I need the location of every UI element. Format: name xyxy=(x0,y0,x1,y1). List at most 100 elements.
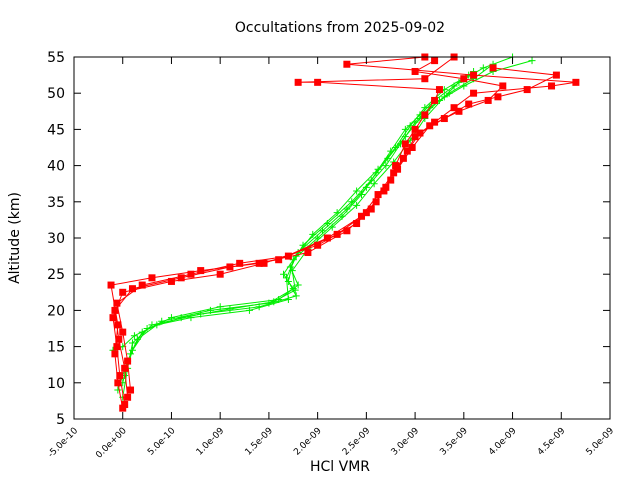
data-point xyxy=(367,205,375,213)
series-line xyxy=(110,56,455,409)
data-point xyxy=(111,350,119,358)
data-point xyxy=(416,129,424,137)
data-point xyxy=(138,281,146,289)
x-tick-label: 1.5e-09 xyxy=(244,426,276,458)
data-point xyxy=(353,220,361,228)
data-point xyxy=(143,325,151,332)
data-point xyxy=(113,299,121,307)
chart-title: Occultations from 2025-09-02 xyxy=(235,20,445,36)
data-point xyxy=(362,209,370,217)
series-line xyxy=(117,63,494,391)
data-point xyxy=(333,209,341,217)
x-tick-label: 0.0e+00 xyxy=(94,426,129,461)
y-axis: 5 10 15 20 25 30 35 40 45 50 55 xyxy=(47,50,610,428)
data-point xyxy=(128,346,136,354)
data-point xyxy=(114,386,122,394)
y-tick-label: 15 xyxy=(47,340,65,356)
data-point xyxy=(479,64,487,72)
data-point xyxy=(394,165,402,173)
data-point xyxy=(353,187,361,195)
data-point xyxy=(523,86,531,94)
x-tick-label: 5.0e-10 xyxy=(146,426,178,458)
y-tick-label: 30 xyxy=(47,231,65,247)
data-point xyxy=(282,274,290,282)
data-point xyxy=(399,154,407,162)
data-point xyxy=(392,144,400,151)
data-point xyxy=(348,198,356,206)
data-point xyxy=(470,89,478,97)
data-point xyxy=(114,379,122,387)
data-point xyxy=(284,252,292,260)
y-tick-label: 25 xyxy=(47,267,65,283)
x-tick-label: 2.5e-09 xyxy=(341,426,373,458)
data-point xyxy=(314,78,322,86)
data-point xyxy=(323,234,331,242)
data-point xyxy=(294,78,302,86)
data-point xyxy=(421,111,429,119)
data-point xyxy=(382,162,390,170)
data-point xyxy=(113,343,121,351)
data-point xyxy=(119,404,127,412)
data-point xyxy=(292,292,300,300)
data-point xyxy=(343,60,351,68)
data-point xyxy=(124,393,132,401)
data-point xyxy=(177,314,185,322)
x-tick-label: 3.0e-09 xyxy=(390,426,422,458)
data-point xyxy=(255,259,263,267)
data-point xyxy=(435,86,443,94)
data-point xyxy=(275,256,283,264)
data-point xyxy=(572,78,580,86)
y-tick-label: 5 xyxy=(56,412,65,428)
data-point xyxy=(128,339,136,347)
data-point xyxy=(494,93,502,101)
data-point xyxy=(552,71,560,79)
data-point xyxy=(460,82,468,90)
data-point xyxy=(528,57,536,65)
data-point xyxy=(270,298,278,306)
data-point xyxy=(450,104,458,112)
y-tick-label: 10 xyxy=(47,376,65,392)
data-point xyxy=(127,386,135,394)
data-point xyxy=(291,286,299,294)
data-point xyxy=(115,335,123,343)
y-tick-label: 50 xyxy=(47,86,65,102)
x-tick-label: 1.0e-09 xyxy=(195,426,227,458)
plot-area xyxy=(107,53,580,412)
x-tick-label: 4.5e-09 xyxy=(536,426,568,458)
y-tick-label: 35 xyxy=(47,195,65,211)
data-point xyxy=(177,274,185,282)
data-point xyxy=(411,125,419,133)
data-point xyxy=(280,270,288,278)
data-point xyxy=(499,82,507,90)
x-axis-label: HCl VMR xyxy=(310,459,370,475)
data-point xyxy=(384,154,392,162)
data-point xyxy=(470,71,478,79)
data-point xyxy=(328,223,336,231)
data-point xyxy=(431,57,439,65)
data-point xyxy=(372,198,380,206)
data-point xyxy=(187,314,195,322)
data-point xyxy=(548,82,556,90)
series-line xyxy=(116,60,504,391)
y-tick-label: 20 xyxy=(47,303,65,319)
y-axis-label: Altitude (km) xyxy=(7,192,23,284)
data-point xyxy=(121,401,129,409)
data-point xyxy=(408,144,416,151)
data-point xyxy=(216,303,224,311)
data-point xyxy=(130,332,138,340)
data-point xyxy=(374,165,382,173)
data-point xyxy=(431,118,439,126)
data-point xyxy=(121,364,129,372)
data-point xyxy=(167,314,175,322)
data-point xyxy=(167,277,175,285)
data-point xyxy=(380,187,388,195)
x-tick-label: 5.0e-09 xyxy=(585,426,617,458)
data-point xyxy=(390,169,398,177)
data-point xyxy=(484,96,492,104)
data-point xyxy=(421,75,429,83)
data-point xyxy=(343,227,351,235)
data-point xyxy=(489,64,497,72)
data-point xyxy=(314,241,322,249)
data-point xyxy=(109,314,117,322)
